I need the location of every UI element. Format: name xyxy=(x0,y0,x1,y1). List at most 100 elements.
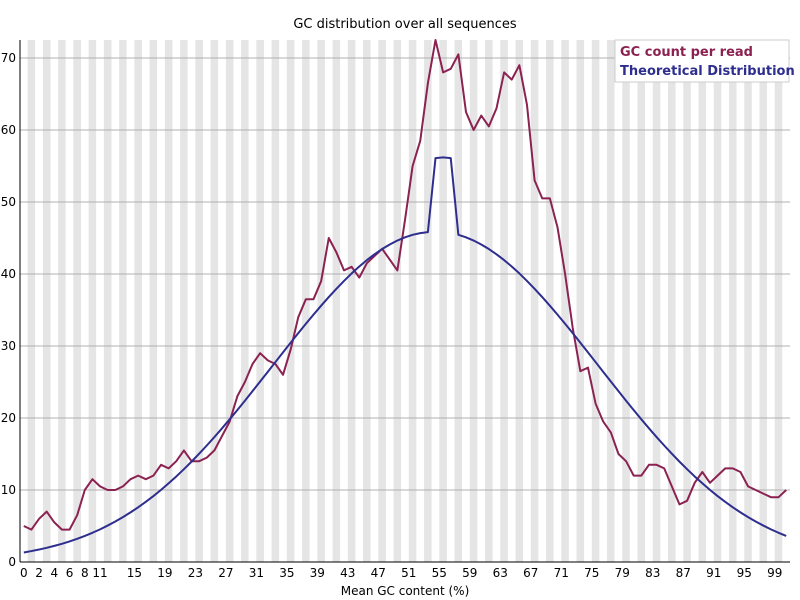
stripe xyxy=(592,40,600,562)
y-tick-label: 30 xyxy=(1,339,16,353)
stripe xyxy=(569,40,577,562)
x-tick-label: 23 xyxy=(188,566,203,580)
stripe xyxy=(287,40,295,562)
stripe xyxy=(668,40,676,562)
stripe xyxy=(424,40,432,562)
stripe xyxy=(203,40,211,562)
stripe xyxy=(554,40,562,562)
x-tick-label: 6 xyxy=(66,566,74,580)
stripe xyxy=(630,40,638,562)
stripe xyxy=(500,40,508,562)
stripe xyxy=(516,40,524,562)
y-tick-label: 50 xyxy=(1,195,16,209)
stripe xyxy=(775,40,783,562)
x-tick-label: 27 xyxy=(218,566,233,580)
x-tick-label: 35 xyxy=(279,566,294,580)
stripe xyxy=(622,40,630,562)
x-tick-label: 31 xyxy=(249,566,264,580)
stripe xyxy=(439,40,447,562)
stripe xyxy=(348,40,356,562)
y-tick-label: 10 xyxy=(1,483,16,497)
y-tick-label: 20 xyxy=(1,411,16,425)
x-tick-label: 15 xyxy=(127,566,142,580)
stripe xyxy=(363,40,371,562)
stripe xyxy=(264,40,272,562)
x-tick-label: 99 xyxy=(767,566,782,580)
stripe xyxy=(111,40,119,562)
stripe xyxy=(386,40,394,562)
stripe xyxy=(317,40,325,562)
x-tick-label: 43 xyxy=(340,566,355,580)
stripe xyxy=(577,40,585,562)
x-tick-label: 0 xyxy=(20,566,28,580)
y-tick-label: 70 xyxy=(1,51,16,65)
x-tick-label: 11 xyxy=(92,566,107,580)
stripe xyxy=(638,40,646,562)
x-tick-label: 95 xyxy=(737,566,752,580)
background-stripes xyxy=(20,40,790,562)
stripe xyxy=(310,40,318,562)
legend-entry-theoretical: Theoretical Distribution xyxy=(620,64,795,79)
stripe xyxy=(660,40,668,562)
x-tick-label: 39 xyxy=(310,566,325,580)
stripe xyxy=(729,40,737,562)
stripe xyxy=(760,40,768,562)
stripe xyxy=(409,40,417,562)
y-tick-labels: 0 10 20 30 40 50 60 70 xyxy=(1,51,16,569)
stripe xyxy=(394,40,402,562)
x-tick-label: 63 xyxy=(493,566,508,580)
stripe xyxy=(66,40,74,562)
x-tick-label: 47 xyxy=(371,566,386,580)
stripe xyxy=(233,40,241,562)
stripe xyxy=(615,40,623,562)
legend-entry-gc-count: GC count per read xyxy=(620,45,753,60)
chart-title: GC distribution over all sequences xyxy=(293,17,517,32)
stripe xyxy=(378,40,386,562)
stripe xyxy=(493,40,501,562)
stripe xyxy=(256,40,264,562)
stripe xyxy=(241,40,249,562)
stripe xyxy=(50,40,58,562)
x-tick-label: 4 xyxy=(50,566,58,580)
stripe xyxy=(546,40,554,562)
stripe xyxy=(272,40,280,562)
stripe xyxy=(340,40,348,562)
stripe xyxy=(20,40,28,562)
stripe xyxy=(721,40,729,562)
stripe xyxy=(523,40,531,562)
x-tick-label: 79 xyxy=(615,566,630,580)
x-tick-label: 8 xyxy=(81,566,89,580)
stripe xyxy=(508,40,516,562)
stripe xyxy=(432,40,440,562)
stripe xyxy=(752,40,760,562)
y-tick-label: 0 xyxy=(8,555,16,569)
stripe xyxy=(653,40,661,562)
x-tick-label: 83 xyxy=(645,566,660,580)
stripe xyxy=(676,40,684,562)
stripe xyxy=(447,40,455,562)
stripe xyxy=(127,40,135,562)
x-tick-label: 67 xyxy=(523,566,538,580)
y-tick-label: 60 xyxy=(1,123,16,137)
stripe xyxy=(279,40,287,562)
stripe xyxy=(333,40,341,562)
stripe xyxy=(28,40,36,562)
stripe xyxy=(401,40,409,562)
stripe xyxy=(104,40,112,562)
stripe xyxy=(226,40,234,562)
stripe xyxy=(561,40,569,562)
x-tick-labels: 0 2 4 6 8 11 15 19 23 27 31 35 39 43 47 51 55 59 63 67 71 75 7… xyxy=(20,566,782,580)
stripe xyxy=(134,40,142,562)
y-tick-label: 40 xyxy=(1,267,16,281)
stripe xyxy=(249,40,257,562)
stripe xyxy=(211,40,219,562)
x-tick-label: 19 xyxy=(157,566,172,580)
stripe xyxy=(584,40,592,562)
stripe xyxy=(371,40,379,562)
stripe xyxy=(157,40,165,562)
stripe xyxy=(767,40,775,562)
stripe xyxy=(714,40,722,562)
stripe xyxy=(294,40,302,562)
stripe xyxy=(645,40,653,562)
